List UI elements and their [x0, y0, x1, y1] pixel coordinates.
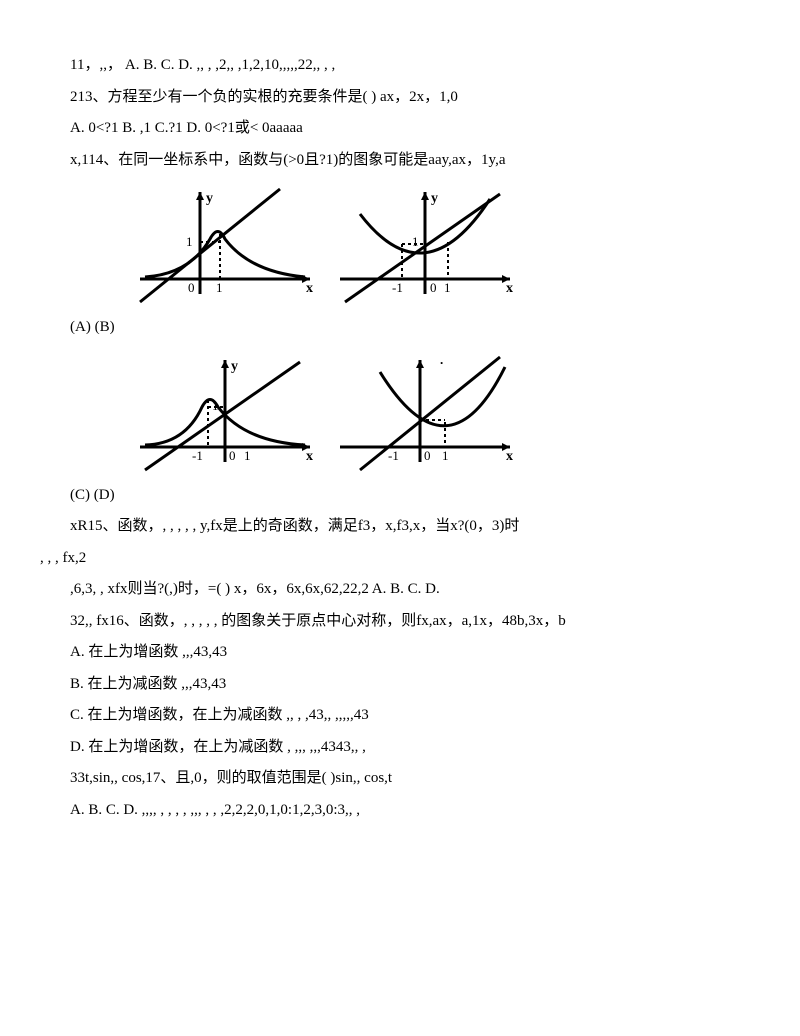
graph-b: y x -1 0 1 1	[330, 184, 520, 304]
text-line: xR15、函数，, , , , , y,fx是上的奇函数，满足f3，x,f3,x…	[40, 511, 760, 543]
svg-text:1: 1	[244, 448, 251, 463]
graph-row-ab: y x 0 1 1 y x -1	[130, 184, 760, 304]
text-line: A. B. C. D. ,,,, , , , , ,,, , , ,2,2,2,…	[40, 795, 760, 827]
svg-text:-1: -1	[392, 280, 403, 295]
text-line: ,6,3, , xfx则当?(,)时，=( ) x，6x，6x,6x,62,22…	[40, 574, 760, 606]
graph-row-cd: y x -1 0 1 1 . x -1 0	[130, 352, 760, 472]
svg-text:y: y	[231, 359, 238, 374]
svg-text:-1: -1	[388, 448, 399, 463]
text-line: A. 0<?1 B. ,1 C.?1 D. 0<?1或< 0aaaaa	[40, 113, 760, 145]
text-line: 33t,sin,, cos,17、且,0，则的取值范围是( )sin,, cos…	[40, 763, 760, 795]
svg-text:0: 0	[430, 280, 437, 295]
svg-text:1: 1	[442, 448, 449, 463]
text-line: x,114、在同一坐标系中，函数与(>0且?1)的图象可能是aay,ax，1y,…	[40, 145, 760, 177]
graph-c: y x -1 0 1 1	[130, 352, 320, 472]
graph-d: . x -1 0 1	[330, 352, 520, 472]
svg-text:.: .	[440, 352, 443, 367]
svg-text:0: 0	[188, 280, 195, 295]
svg-text:0: 0	[229, 448, 236, 463]
text-line: 11，,,， A. B. C. D. ,, , ,2,, ,1,2,10,,,,…	[40, 50, 760, 82]
label-ab: (A) (B)	[40, 312, 760, 344]
svg-text:y: y	[431, 191, 438, 206]
svg-text:-1: -1	[192, 448, 203, 463]
text-line: B. 在上为减函数 ,,,43,43	[40, 669, 760, 701]
svg-text:1: 1	[186, 234, 193, 249]
svg-text:x: x	[306, 449, 313, 464]
svg-text:x: x	[306, 281, 313, 296]
svg-text:1: 1	[412, 234, 419, 249]
label-cd: (C) (D)	[40, 480, 760, 512]
graph-a: y x 0 1 1	[130, 184, 320, 304]
svg-text:1: 1	[444, 280, 451, 295]
svg-text:x: x	[506, 449, 513, 464]
text-line: D. 在上为增函数，在上为减函数 , ,,, ,,,4343,, ,	[40, 732, 760, 764]
svg-text:x: x	[506, 281, 513, 296]
svg-text:y: y	[206, 191, 213, 206]
text-line: A. 在上为增函数 ,,,43,43	[40, 637, 760, 669]
svg-text:1: 1	[216, 280, 223, 295]
text-line: 213、方程至少有一个负的实根的充要条件是( ) ax，2x，1,0	[40, 82, 760, 114]
svg-text:0: 0	[424, 448, 431, 463]
text-line: C. 在上为增函数，在上为减函数 ,, , ,43,, ,,,,,43	[40, 700, 760, 732]
text-line: , , , fx,2	[40, 543, 760, 575]
text-line: 32,, fx16、函数，, , , , , 的图象关于原点中心对称，则fx,a…	[40, 606, 760, 638]
